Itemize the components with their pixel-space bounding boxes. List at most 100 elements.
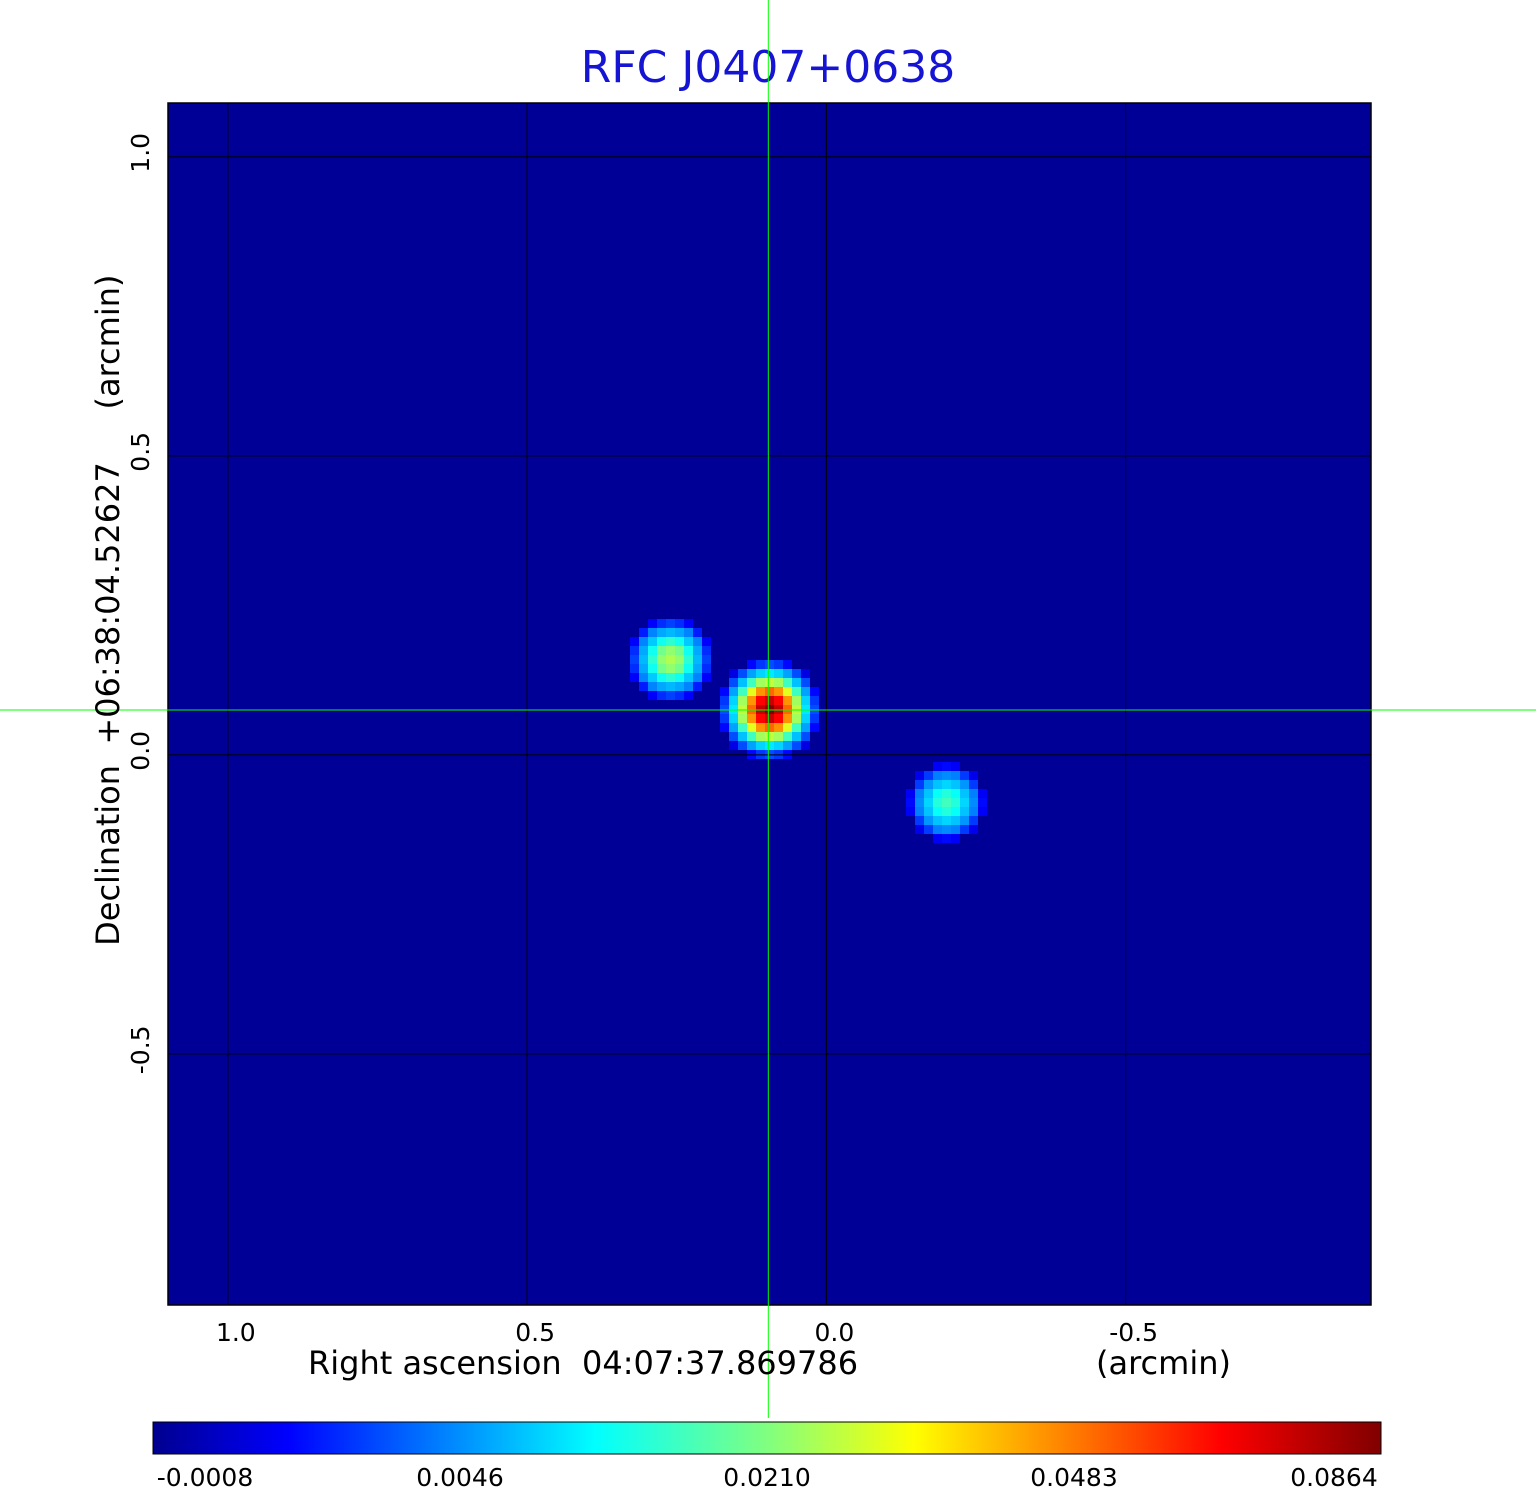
source-1-pixel: [666, 691, 675, 700]
source-1-pixel: [675, 646, 684, 655]
source-0-pixel: [738, 678, 747, 687]
source-0-pixel: [756, 669, 765, 678]
source-1-pixel: [675, 682, 684, 691]
source-1-pixel: [693, 637, 702, 646]
source-2-pixel: [915, 825, 924, 834]
heatmap-image: [168, 103, 1371, 1305]
source-1-pixel: [675, 655, 684, 664]
source-0-pixel: [738, 696, 747, 705]
y-tick-label: 0.0: [126, 731, 155, 771]
source-0-pixel: [792, 687, 801, 696]
source-2-pixel: [924, 771, 933, 780]
source-2-pixel: [960, 789, 969, 798]
source-0-pixel: [729, 732, 738, 741]
source-1-pixel: [693, 682, 702, 691]
source-2-pixel: [933, 780, 942, 789]
x-tick-label: -0.5: [1109, 1318, 1158, 1347]
source-0-pixel: [801, 732, 810, 741]
source-0-pixel: [792, 696, 801, 705]
source-0-pixel: [810, 723, 819, 732]
source-1-pixel: [648, 673, 657, 682]
source-2-pixel: [951, 762, 960, 771]
source-0-pixel: [792, 732, 801, 741]
source-1-pixel: [675, 691, 684, 700]
source-2-pixel: [960, 807, 969, 816]
source-0-pixel: [738, 687, 747, 696]
source-2-pixel: [924, 825, 933, 834]
source-0-pixel: [756, 741, 765, 750]
source-1-pixel: [657, 664, 666, 673]
source-0-pixel: [774, 741, 783, 750]
source-2-pixel: [969, 825, 978, 834]
y-tick-label: 0.5: [126, 432, 155, 472]
source-2-pixel: [969, 771, 978, 780]
source-0-pixel: [792, 714, 801, 723]
source-0-pixel: [756, 696, 765, 705]
source-0-pixel: [729, 687, 738, 696]
source-1-pixel: [675, 619, 684, 628]
source-2-pixel: [933, 834, 942, 843]
source-0-pixel: [720, 696, 729, 705]
source-0-pixel: [765, 687, 774, 696]
y-tick-label: -0.5: [126, 1025, 155, 1074]
source-1-pixel: [666, 673, 675, 682]
source-1-pixel: [684, 619, 693, 628]
source-2-pixel: [933, 771, 942, 780]
source-0-pixel: [774, 660, 783, 669]
source-2-pixel: [942, 807, 951, 816]
source-1-pixel: [666, 655, 675, 664]
source-2-pixel: [924, 780, 933, 789]
x-tick-label: 0.5: [515, 1318, 555, 1347]
source-2-pixel: [906, 789, 915, 798]
source-0-pixel: [801, 741, 810, 750]
source-1-pixel: [666, 664, 675, 673]
source-1-pixel: [639, 673, 648, 682]
x-tick-label: 1.0: [216, 1318, 256, 1347]
source-2-pixel: [978, 807, 987, 816]
grid-lines: [168, 103, 1371, 1305]
source-1-pixel: [648, 664, 657, 673]
source-0-pixel: [765, 714, 774, 723]
source-0-pixel: [774, 723, 783, 732]
source-0-pixel: [765, 696, 774, 705]
x-tick-label: 0.0: [814, 1318, 854, 1347]
source-2-pixel: [933, 807, 942, 816]
source-0-pixel: [774, 696, 783, 705]
source-0-pixel: [747, 741, 756, 750]
source-0-pixel: [747, 723, 756, 732]
source-2-pixel: [942, 816, 951, 825]
source-1-pixel: [666, 637, 675, 646]
source-0-pixel: [729, 714, 738, 723]
source-1-pixel: [657, 682, 666, 691]
source-0-pixel: [756, 723, 765, 732]
source-0-pixel: [783, 714, 792, 723]
source-0-pixel: [765, 741, 774, 750]
source-1-pixel: [702, 655, 711, 664]
source-2-pixel: [942, 789, 951, 798]
source-1-pixel: [657, 673, 666, 682]
x-tick-labels: 1.0 0.5 0.0 -0.5: [216, 1318, 1158, 1347]
source-0-pixel: [774, 678, 783, 687]
source-2-pixel: [951, 834, 960, 843]
source-2-pixel: [933, 798, 942, 807]
source-0-pixel: [801, 723, 810, 732]
source-1-pixel: [639, 655, 648, 664]
source-0-pixel: [801, 696, 810, 705]
source-0-pixel: [774, 732, 783, 741]
source-2-pixel: [915, 780, 924, 789]
colorbar: [152, 1421, 1382, 1455]
source-0-pixel: [783, 696, 792, 705]
source-2-pixel: [942, 825, 951, 834]
source-0-pixel: [783, 687, 792, 696]
source-2-pixel: [915, 798, 924, 807]
source-1-pixel: [639, 646, 648, 655]
source-0-pixel: [792, 741, 801, 750]
source-0-pixel: [765, 678, 774, 687]
source-1-pixel: [648, 646, 657, 655]
source-0-pixel: [765, 732, 774, 741]
source-1-pixel: [630, 637, 639, 646]
source-2-pixel: [924, 807, 933, 816]
source-0-pixel: [792, 723, 801, 732]
source-0-pixel: [783, 660, 792, 669]
